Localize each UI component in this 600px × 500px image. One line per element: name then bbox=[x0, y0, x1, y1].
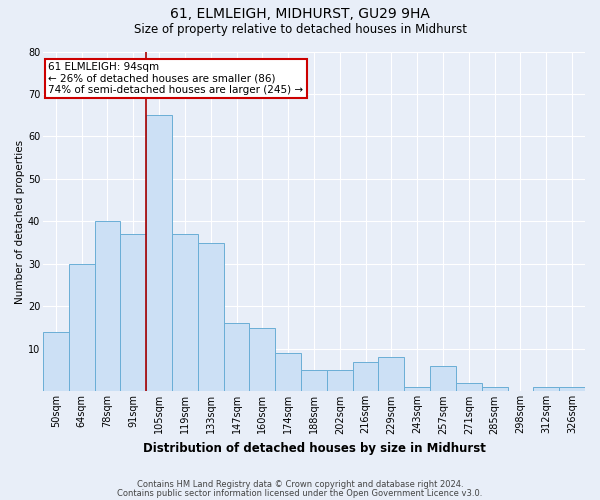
Bar bbox=[404, 387, 430, 392]
Text: Contains HM Land Registry data © Crown copyright and database right 2024.: Contains HM Land Registry data © Crown c… bbox=[137, 480, 463, 489]
Bar bbox=[43, 332, 69, 392]
Bar bbox=[559, 387, 585, 392]
Bar bbox=[430, 366, 456, 392]
Bar bbox=[172, 234, 198, 392]
X-axis label: Distribution of detached houses by size in Midhurst: Distribution of detached houses by size … bbox=[143, 442, 485, 455]
Bar bbox=[353, 362, 379, 392]
Bar bbox=[95, 222, 121, 392]
Text: 61 ELMLEIGH: 94sqm
← 26% of detached houses are smaller (86)
74% of semi-detache: 61 ELMLEIGH: 94sqm ← 26% of detached hou… bbox=[49, 62, 304, 95]
Bar bbox=[533, 387, 559, 392]
Bar bbox=[379, 358, 404, 392]
Bar bbox=[482, 387, 508, 392]
Bar bbox=[198, 242, 224, 392]
Text: Contains public sector information licensed under the Open Government Licence v3: Contains public sector information licen… bbox=[118, 488, 482, 498]
Text: Size of property relative to detached houses in Midhurst: Size of property relative to detached ho… bbox=[133, 22, 467, 36]
Text: 61, ELMLEIGH, MIDHURST, GU29 9HA: 61, ELMLEIGH, MIDHURST, GU29 9HA bbox=[170, 8, 430, 22]
Y-axis label: Number of detached properties: Number of detached properties bbox=[15, 140, 25, 304]
Bar bbox=[301, 370, 327, 392]
Bar bbox=[146, 115, 172, 392]
Bar bbox=[69, 264, 95, 392]
Bar bbox=[327, 370, 353, 392]
Bar bbox=[275, 353, 301, 392]
Bar bbox=[250, 328, 275, 392]
Bar bbox=[224, 324, 250, 392]
Bar bbox=[456, 383, 482, 392]
Bar bbox=[121, 234, 146, 392]
